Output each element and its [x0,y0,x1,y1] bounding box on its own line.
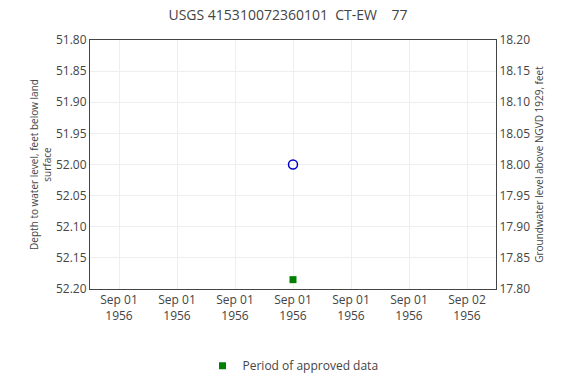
svg-text:Groundwater level above NGVD 1: Groundwater level above NGVD 1929, feet [532,66,546,263]
svg-text:Sep 011956: Sep 011956 [390,291,428,324]
svg-text:Sep 011956: Sep 011956 [158,291,196,324]
svg-text:52.20: 52.20 [56,280,87,297]
svg-text:52.05: 52.05 [56,187,87,204]
svg-text:52.10: 52.10 [56,218,87,235]
svg-text:17.80: 17.80 [499,280,530,297]
svg-text:51.90: 51.90 [56,93,87,110]
svg-text:Sep 011956: Sep 011956 [100,291,138,324]
svg-text:51.80: 51.80 [56,31,87,48]
svg-text:18.10: 18.10 [499,93,530,110]
svg-text:51.95: 51.95 [56,125,87,142]
svg-text:51.85: 51.85 [56,62,87,79]
svg-text:18.00: 18.00 [499,156,530,173]
svg-text:18.20: 18.20 [499,31,530,48]
svg-text:Period of approved data: Period of approved data [243,357,379,374]
svg-text:52.15: 52.15 [56,249,87,266]
svg-text:17.85: 17.85 [499,249,530,266]
svg-text:17.95: 17.95 [499,187,530,204]
svg-text:USGS 415310072360101 CT-EW: USGS 415310072360101 CT-EW 77 [168,5,407,24]
svg-text:Sep 021956: Sep 021956 [448,291,486,324]
svg-text:Depth to water level, feet bel: Depth to water level, feet below landsur… [27,79,54,250]
svg-text:18.05: 18.05 [499,125,530,142]
svg-text:Sep 011956: Sep 011956 [274,291,312,324]
svg-text:17.90: 17.90 [499,218,530,235]
svg-text:18.15: 18.15 [499,62,530,79]
svg-text:52.00: 52.00 [56,156,87,173]
svg-text:Sep 011956: Sep 011956 [216,291,254,324]
svg-text:Sep 011956: Sep 011956 [332,291,370,324]
